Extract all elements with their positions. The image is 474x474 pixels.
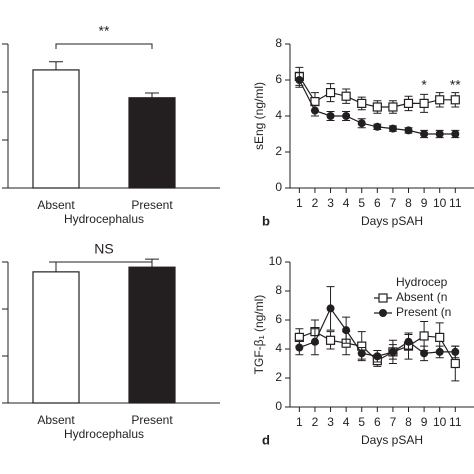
legend-label: Present (n xyxy=(396,305,451,319)
y-tick-label: 10 xyxy=(269,254,283,268)
point xyxy=(326,112,335,120)
point xyxy=(435,130,444,138)
x-axis-label: Hydrocephalus xyxy=(64,212,144,226)
legend-title: Hydrocep xyxy=(396,275,448,289)
y-tick-label: 8 xyxy=(275,283,282,297)
x-tick-label: 7 xyxy=(390,196,397,210)
y-tick-label: 8 xyxy=(275,36,282,50)
point xyxy=(451,347,460,356)
point xyxy=(450,95,460,105)
point xyxy=(373,352,382,361)
x-tick-label: 10 xyxy=(433,415,447,429)
x-tick-label: Present xyxy=(131,198,173,212)
x-tick-label: 5 xyxy=(358,415,365,429)
point xyxy=(373,122,382,131)
point xyxy=(357,349,366,358)
significance-label: * xyxy=(421,77,427,93)
x-tick-label: 6 xyxy=(374,415,381,429)
bar xyxy=(32,271,80,404)
legend-marker xyxy=(379,309,387,317)
x-tick-label: 8 xyxy=(405,415,412,429)
point xyxy=(325,335,336,345)
x-tick-label: 8 xyxy=(405,196,412,210)
y-tick-label: 6 xyxy=(275,312,282,326)
point xyxy=(372,102,382,112)
x-tick-label: Absent xyxy=(37,413,75,427)
point xyxy=(419,331,429,341)
error-bar xyxy=(49,61,63,70)
point xyxy=(403,98,414,109)
bar xyxy=(32,69,80,189)
x-axis-label: Days pSAH xyxy=(361,214,423,228)
x-tick-label: Absent xyxy=(37,198,75,212)
point xyxy=(342,112,351,120)
x-tick-label: 1 xyxy=(296,196,303,210)
point xyxy=(435,95,445,105)
point xyxy=(357,119,366,128)
x-axis-label: Hydrocephalus xyxy=(64,427,144,441)
point xyxy=(295,343,304,352)
x-tick-label: 2 xyxy=(312,415,319,429)
x-tick-label: 6 xyxy=(374,196,381,210)
significance-label: ** xyxy=(450,77,461,93)
point xyxy=(435,347,444,356)
x-axis-label: Days pSAH xyxy=(361,433,423,447)
point xyxy=(295,76,304,84)
x-tick-label: 3 xyxy=(327,415,334,429)
x-tick-label: 11 xyxy=(449,415,462,429)
bar xyxy=(128,266,176,404)
y-axis-label: sEng (ng/ml) xyxy=(252,82,266,150)
panel-label: d xyxy=(262,432,270,447)
x-tick-label: 5 xyxy=(358,196,365,210)
point xyxy=(325,87,336,98)
significance-bracket xyxy=(55,261,153,267)
point xyxy=(435,332,445,342)
point xyxy=(420,130,429,138)
bar xyxy=(128,97,176,189)
x-tick-label: 10 xyxy=(433,196,447,210)
y-tick-label: 6 xyxy=(275,72,282,86)
x-tick-label: 9 xyxy=(421,415,428,429)
significance-label: ** xyxy=(99,23,110,39)
x-tick-label: 4 xyxy=(343,415,350,429)
y-tick-label: 4 xyxy=(275,341,282,355)
x-tick-label: 7 xyxy=(390,415,397,429)
legend-label: Absent (n xyxy=(396,290,447,304)
x-tick-label: 3 xyxy=(327,196,334,210)
significance-label: NS xyxy=(94,241,113,257)
point xyxy=(341,91,351,101)
y-tick-label: 2 xyxy=(275,144,282,158)
x-tick-label: 4 xyxy=(343,196,350,210)
x-tick-label: 1 xyxy=(296,415,303,429)
point xyxy=(388,347,397,356)
point xyxy=(310,106,319,115)
y-axis-label: TGF-β₁ (ng/ml) xyxy=(252,295,266,375)
y-tick-label: 0 xyxy=(275,399,282,413)
y-tick-label: 0 xyxy=(275,180,282,194)
point xyxy=(326,304,335,313)
point xyxy=(310,337,319,346)
panel-label: b xyxy=(262,213,270,228)
point xyxy=(450,358,460,369)
point xyxy=(342,326,351,335)
legend-marker xyxy=(378,293,388,303)
point xyxy=(404,126,413,135)
point xyxy=(451,130,460,138)
significance-bracket xyxy=(55,43,153,49)
point xyxy=(404,337,413,346)
point xyxy=(419,98,429,109)
point xyxy=(420,349,429,358)
point xyxy=(388,124,397,133)
x-tick-label: 9 xyxy=(421,196,428,210)
point xyxy=(388,102,398,112)
y-tick-label: 2 xyxy=(275,370,282,384)
x-tick-label: Present xyxy=(131,413,173,427)
x-tick-label: 11 xyxy=(449,196,462,210)
x-tick-label: 2 xyxy=(312,196,319,210)
y-tick-label: 4 xyxy=(275,108,282,122)
point xyxy=(357,98,367,109)
error-bar xyxy=(145,92,159,98)
